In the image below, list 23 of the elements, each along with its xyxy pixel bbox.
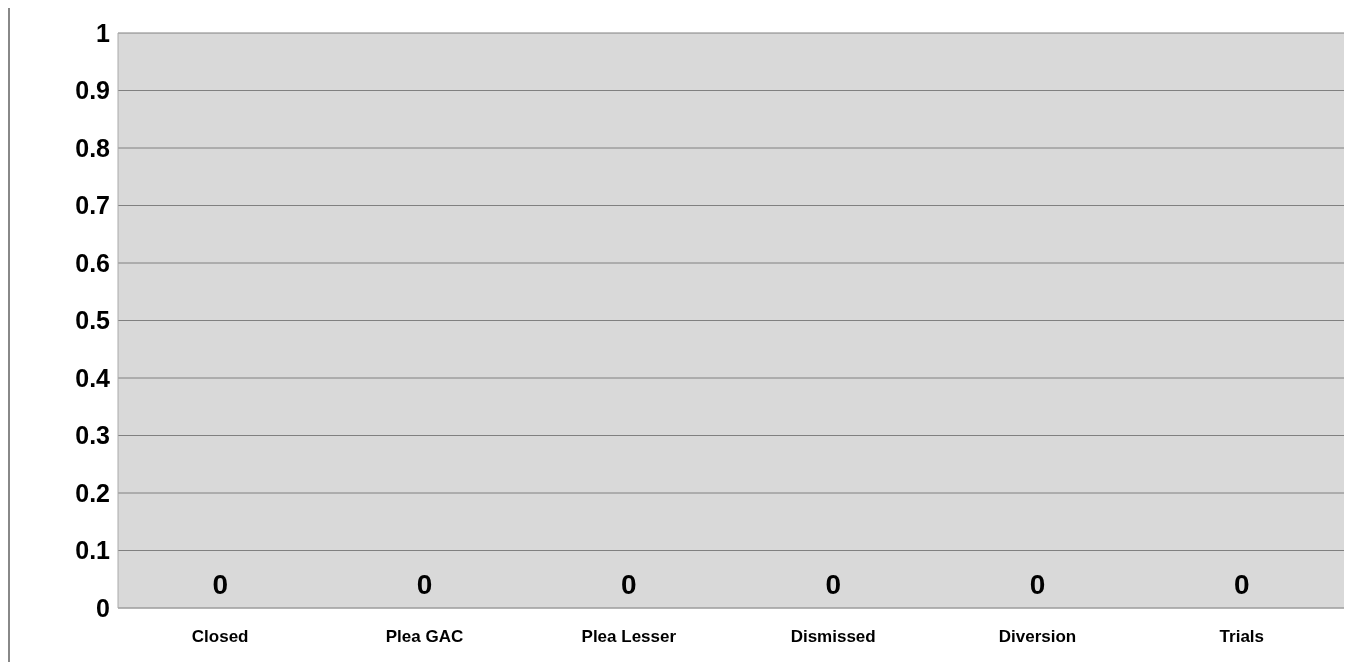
y-tick-label: 0.5	[75, 306, 111, 335]
y-tick-label: 0.2	[75, 478, 110, 507]
x-tick-label: Diversion	[998, 627, 1077, 647]
data-label: 0	[212, 569, 229, 600]
data-label: 0	[825, 569, 842, 600]
y-tick-label: 0.3	[75, 421, 110, 450]
y-tick-label: 0.4	[75, 363, 111, 392]
data-label: 0	[416, 569, 433, 600]
y-tick-label: 0.6	[75, 248, 110, 277]
y-tick-label: 0	[96, 593, 110, 622]
x-tick-label: Closed	[191, 627, 249, 647]
data-label: 0	[621, 569, 637, 600]
y-tick-label: 0.7	[75, 191, 110, 220]
y-tick-label: 1	[96, 18, 111, 47]
x-tick-label: Trials	[1219, 627, 1265, 647]
y-tick-label: 0.8	[75, 133, 111, 162]
x-tick-label: Plea Lesser	[581, 627, 677, 647]
x-tick-label: Plea GAC	[385, 627, 464, 647]
data-label: 0	[1029, 569, 1046, 600]
x-tick-label: Dismissed	[790, 627, 876, 647]
y-tick-label: 0.9	[75, 76, 110, 105]
y-tick-label: 0.1	[75, 536, 111, 565]
data-label: 0	[1234, 569, 1250, 600]
